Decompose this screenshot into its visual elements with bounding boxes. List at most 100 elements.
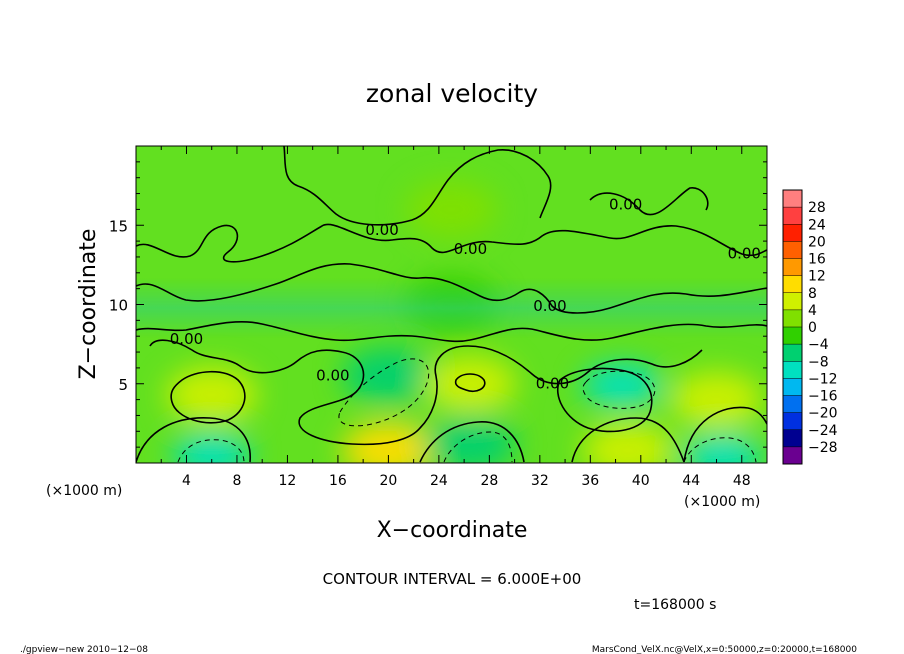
colorbar-swatch <box>783 446 802 465</box>
colorbar-swatch <box>783 429 802 448</box>
contour-zero-cell-h <box>454 373 486 393</box>
x-tick-label: 20 <box>379 473 397 489</box>
velocity-feature <box>682 434 763 463</box>
velocity-feature <box>424 415 517 463</box>
contour-zero-middle <box>136 263 767 314</box>
contour-neg-cell-a <box>338 358 430 427</box>
contour-zero-upper <box>136 223 767 263</box>
colorbar-label: −16 <box>808 389 838 405</box>
x-tick-label: 36 <box>581 473 599 489</box>
contour-zero-lower <box>136 321 767 343</box>
colorbar-label: 8 <box>808 286 817 302</box>
velocity-feature <box>405 181 498 238</box>
colorbar-label: 0 <box>808 320 817 336</box>
velocity-feature <box>424 355 517 412</box>
colorbar-label: 16 <box>808 252 826 268</box>
colorbar-swatch <box>783 412 802 431</box>
x-tick-label: 40 <box>632 473 650 489</box>
colorbar-label: 12 <box>808 269 826 285</box>
contour-zero-cell-a <box>149 339 703 446</box>
contour-label: 0.00 <box>316 367 349 385</box>
colorbar-swatch <box>783 361 802 379</box>
x-axis-label: X−coordinate <box>377 518 528 543</box>
contour-label: 0.00 <box>728 245 761 263</box>
x-tick-label: 16 <box>329 473 347 489</box>
contour-label: 0.00 <box>365 221 398 239</box>
contour-zero-cell-b <box>136 417 251 463</box>
x-axis-unit-right: (×1000 m) <box>684 494 760 510</box>
contour-zero-cell-f <box>556 367 653 433</box>
chart-title: zonal velocity <box>366 79 538 108</box>
contour-neg-cell-e <box>683 437 757 463</box>
colorbar-swatch <box>783 309 802 328</box>
colorbar-label: −28 <box>808 440 838 456</box>
colorbar-swatch <box>783 378 802 396</box>
weak-wind-band <box>136 278 767 338</box>
colorbar-swatch <box>783 327 802 345</box>
time-label: t=168000 s <box>634 597 716 613</box>
velocity-feature <box>582 422 675 463</box>
colorbar-swatch <box>783 275 802 294</box>
x-tick-label: 44 <box>682 473 700 489</box>
velocity-feature <box>342 422 435 463</box>
x-tick-label: 32 <box>531 473 549 489</box>
velocity-feature <box>342 347 435 404</box>
x-tick-label: 24 <box>430 473 448 489</box>
colorbar-label: −20 <box>808 406 838 422</box>
contour-interval-label: CONTOUR INTERVAL = 6.000E+00 <box>323 570 582 588</box>
contour-label: 0.00 <box>536 375 569 393</box>
contour-lines <box>136 146 767 463</box>
velocity-field <box>165 181 763 463</box>
colorbar-swatch <box>783 344 802 362</box>
x-axis: 4 8 12 16 20 24 28 32 36 40 44 48 <box>160 146 751 489</box>
colorbar-swatch <box>783 207 802 225</box>
y-tick-label: 15 <box>109 217 128 235</box>
contour-zero-cell-c <box>419 421 525 463</box>
y-tick-label: 10 <box>109 297 128 315</box>
footer-right: MarsCond_VelX.nc@VelX,x=0:50000,z=0:2000… <box>592 645 857 654</box>
x-tick-label: 28 <box>480 473 498 489</box>
x-tick-label: 4 <box>182 473 191 489</box>
plot-area: 0.00 0.00 0.00 0.00 0.00 0.00 0.00 0.00 <box>136 146 767 463</box>
contour-zero-cell-d <box>571 417 685 463</box>
colorbar-swatch <box>783 241 802 259</box>
velocity-feature <box>165 366 258 423</box>
contour-lines-negative <box>177 358 757 463</box>
colorbar-swatch <box>783 292 802 311</box>
contour-neg-cell-b <box>582 370 656 409</box>
contour-zero-top <box>283 146 552 226</box>
colorbar-swatch <box>783 395 802 414</box>
contour-label: 0.00 <box>454 240 487 258</box>
colorbar-label: 20 <box>808 234 826 250</box>
colorbar-label: −4 <box>808 337 829 353</box>
colorbar-label: −24 <box>808 423 838 439</box>
y-tick-label: 5 <box>118 376 128 394</box>
colorbar-label: −8 <box>808 354 829 370</box>
colorbar-label: 4 <box>808 303 817 319</box>
contour-label: 0.00 <box>533 297 566 315</box>
contour-zero-cell-g <box>170 370 246 424</box>
contour-zero-topright <box>589 187 709 216</box>
contour-label: 0.00 <box>170 330 203 348</box>
y-axis: 5 10 15 <box>109 161 767 448</box>
x-tick-label: 12 <box>279 473 297 489</box>
footer-left: ./gpview−new 2010−12−08 <box>20 645 148 654</box>
contour-neg-cell-d <box>443 431 513 463</box>
contour-label: 0.00 <box>609 195 642 213</box>
contour-labels: 0.00 0.00 0.00 0.00 0.00 0.00 0.00 0.00 <box>170 195 761 392</box>
velocity-feature <box>171 433 252 463</box>
x-tick-label: 8 <box>232 473 241 489</box>
x-axis-unit-left: (×1000 m) <box>46 483 122 499</box>
colorbar-swatch <box>783 224 802 242</box>
x-tick-label: 48 <box>733 473 751 489</box>
velocity-feature <box>581 363 662 408</box>
colorbar-swatch <box>783 190 802 208</box>
colorbar-label: −12 <box>808 371 838 387</box>
colorbar-label: 24 <box>808 217 826 233</box>
y-axis-label: Z−coordinate <box>76 229 101 380</box>
velocity-feature <box>670 371 763 428</box>
colorbar-swatch <box>783 258 802 277</box>
colorbar-label: 28 <box>808 200 826 216</box>
